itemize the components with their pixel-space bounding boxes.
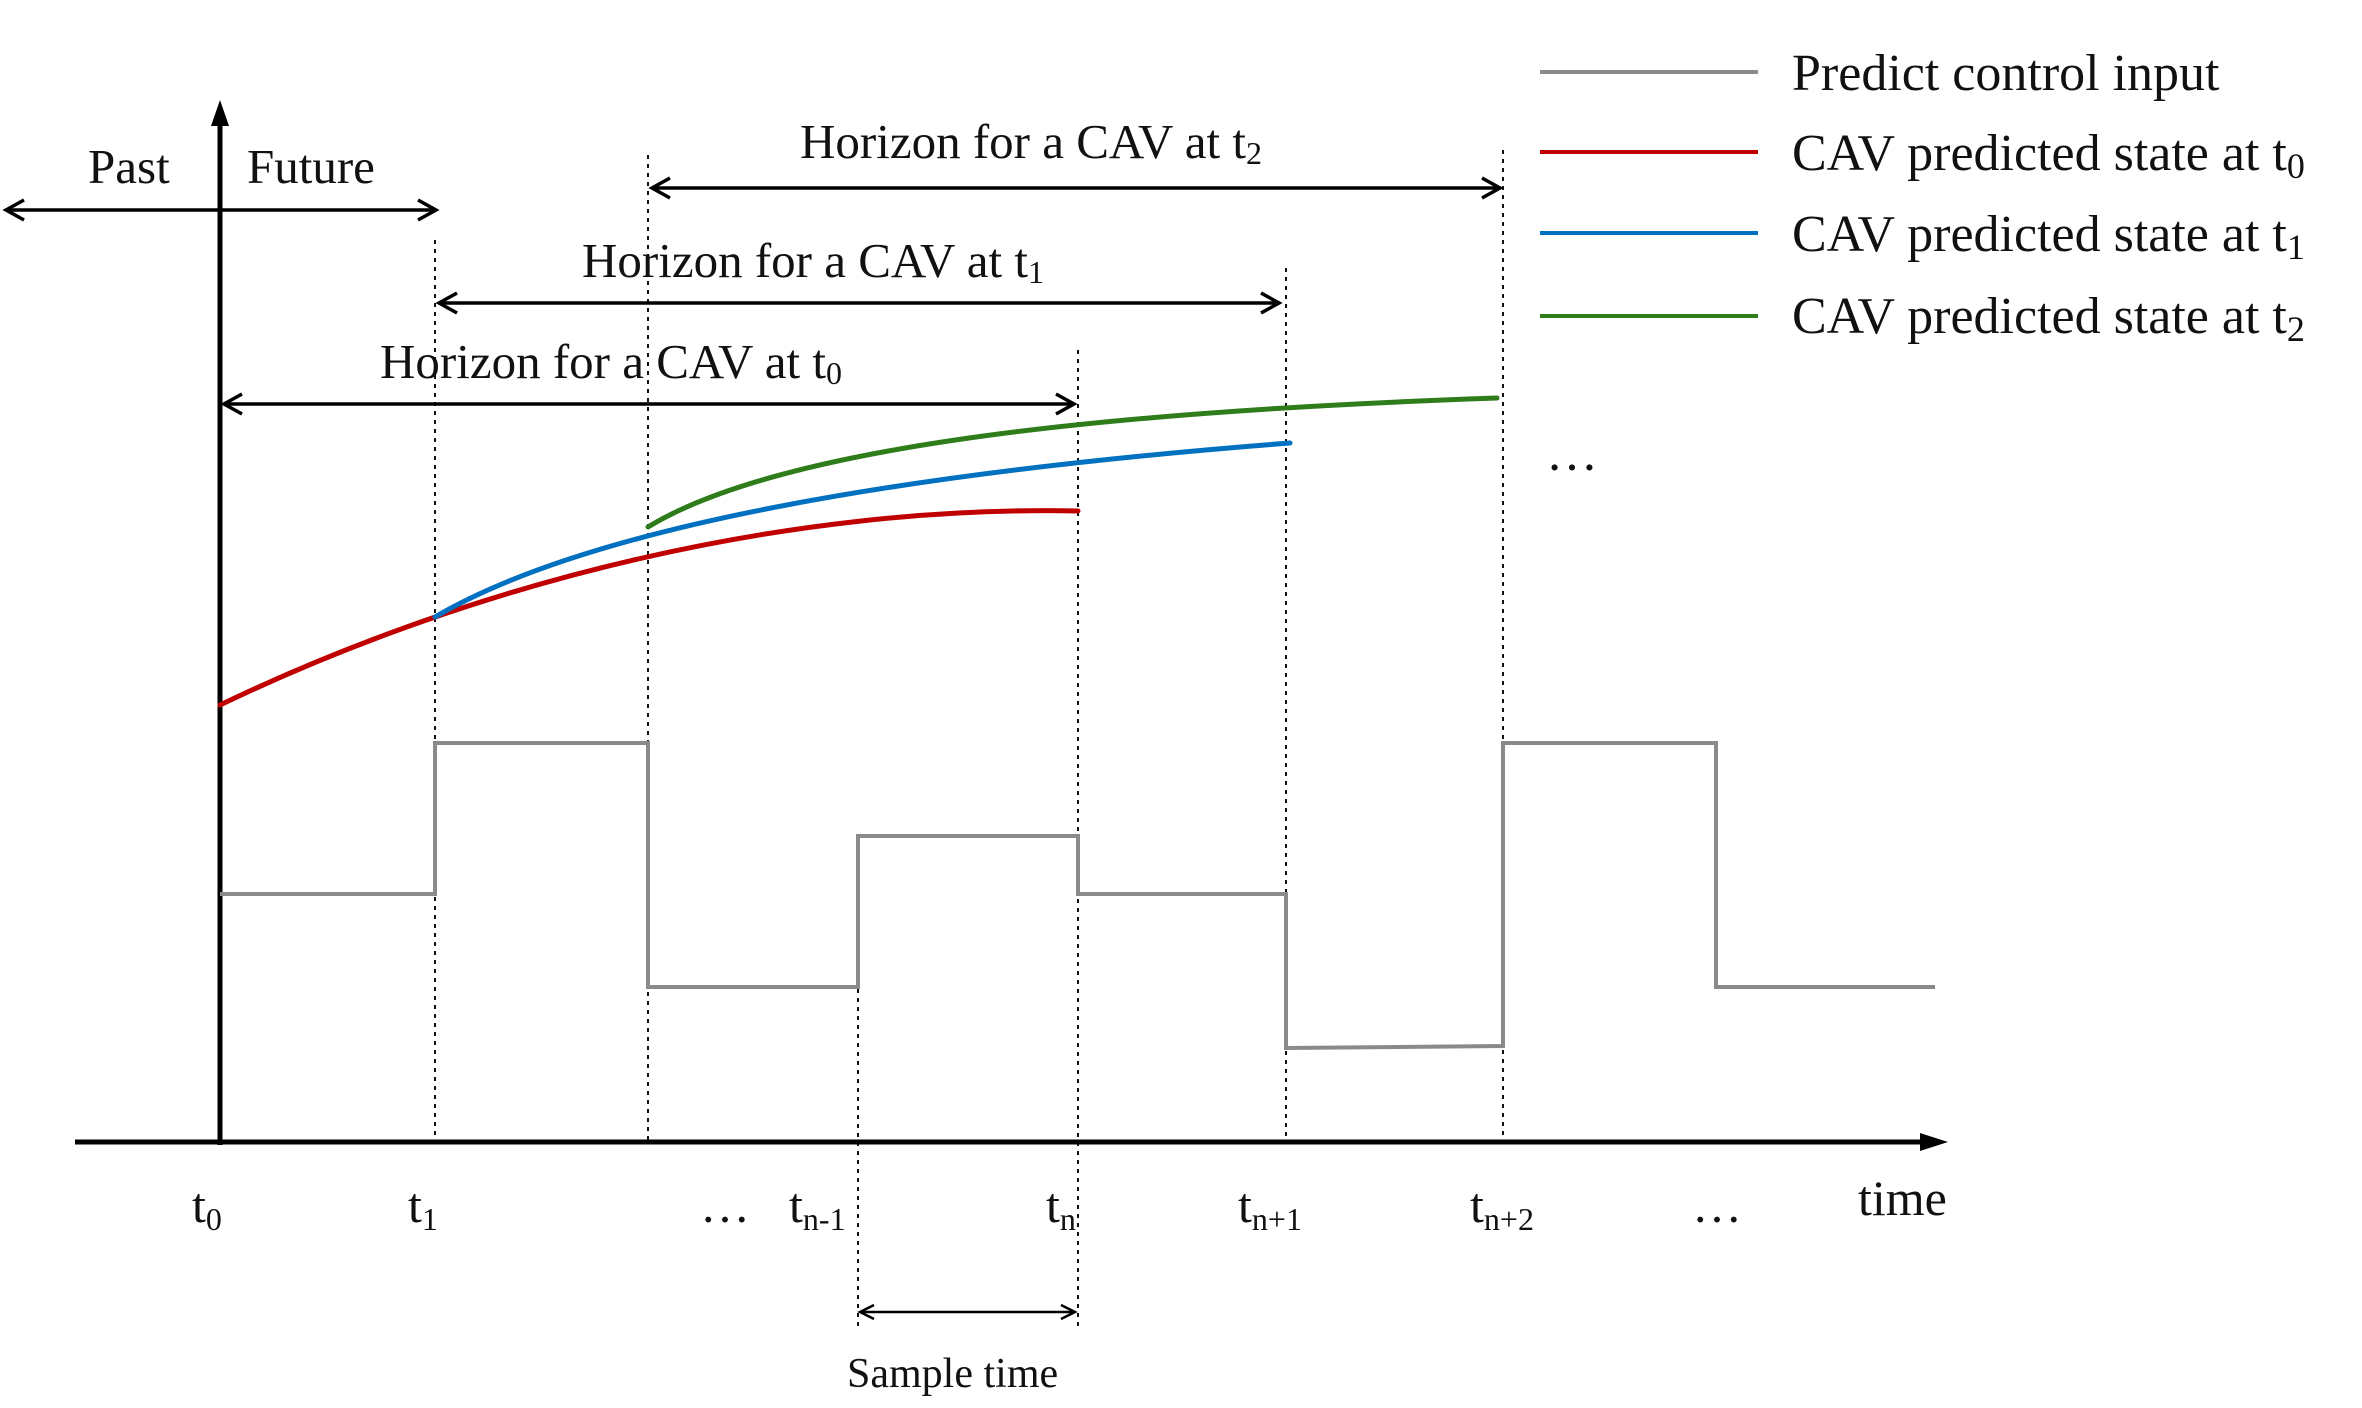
future-label: Future: [247, 139, 375, 194]
tick-label-tn+2: tn+2: [1470, 1177, 1534, 1237]
cav-predicted-state-t0-curve: [217, 508, 1081, 708]
tick-dots-right: …: [1692, 1177, 1742, 1233]
tick-label-tn+1: tn+1: [1238, 1177, 1302, 1237]
cav-predicted-state-t2-curve: [645, 395, 1500, 530]
tick-label-tn-1: tn-1: [789, 1177, 846, 1237]
tick-dots-left: …: [700, 1177, 750, 1233]
time-axis-label: time: [1858, 1170, 1947, 1226]
predict-control-input-signal: [220, 741, 1935, 1051]
horizon-arrow-t0: [220, 392, 1078, 416]
legend-label-control-input: Predict control input: [1792, 45, 2220, 102]
past-future-arrow: [2, 198, 440, 222]
legend-label-state-t2: CAV predicted state at t2: [1792, 288, 2305, 349]
horizon-arrow-t2: [648, 176, 1504, 200]
sample-time-label: Sample time: [847, 1351, 1058, 1397]
legend-more-dots: …: [1546, 425, 1598, 482]
horizon-label-t1: Horizon for a CAV at t1: [582, 233, 1044, 290]
horizon-label-t0: Horizon for a CAV at t0: [380, 334, 842, 391]
legend: Predict control input CAV predicted stat…: [1540, 45, 2305, 482]
legend-label-state-t1: CAV predicted state at t1: [1792, 206, 2305, 267]
tick-label-tn: tn: [1046, 1177, 1076, 1237]
horizon-label-t2: Horizon for a CAV at t2: [800, 114, 1262, 171]
tick-label-t1: t1: [408, 1177, 438, 1237]
cav-predicted-state-t1-curve: [432, 440, 1293, 620]
y-axis-arrowhead: [211, 100, 229, 126]
axes: [75, 100, 1948, 1151]
horizon-arrow-t1: [435, 291, 1283, 315]
sample-time-gridlines: [434, 150, 1504, 1330]
sample-time-arrow: [857, 1303, 1078, 1321]
past-label: Past: [88, 139, 170, 194]
x-axis-arrowhead: [1920, 1133, 1948, 1151]
tick-label-t0: t0: [192, 1177, 222, 1237]
legend-label-state-t0: CAV predicted state at t0: [1792, 125, 2305, 186]
